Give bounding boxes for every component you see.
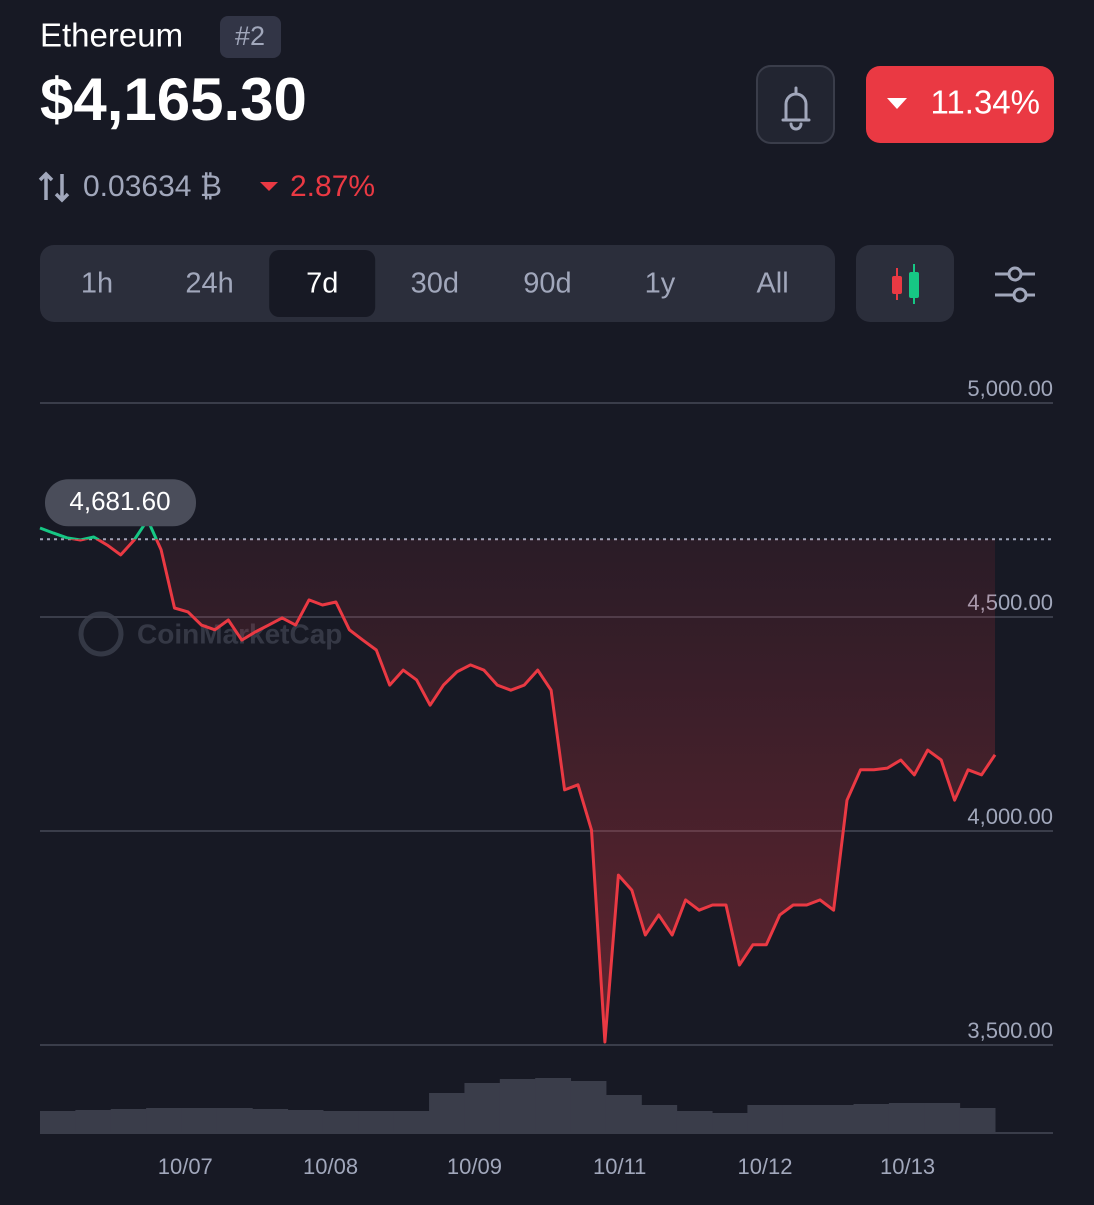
y-tick-label: 3,500.00 — [967, 1018, 1053, 1043]
down-icon — [260, 182, 278, 191]
candle-icon — [892, 264, 919, 304]
btc-change: 2.87% — [290, 170, 375, 203]
down-icon — [887, 98, 907, 109]
volume-bar — [216, 1108, 253, 1133]
volume-bar — [605, 1095, 642, 1133]
x-tick-label: 10/13 — [880, 1154, 935, 1179]
volume-bar — [959, 1108, 996, 1133]
rank-badge — [220, 16, 281, 58]
x-tick-label: 10/12 — [737, 1154, 792, 1179]
change-badge — [866, 66, 1054, 143]
volume-bar — [888, 1103, 925, 1133]
tab[interactable]: 90d — [523, 268, 571, 300]
price: $4,165.30 — [40, 66, 307, 133]
settings-icon[interactable] — [995, 266, 1035, 303]
tab[interactable]: 24h — [185, 268, 233, 300]
tab[interactable]: 1h — [81, 268, 113, 300]
btc-price: 0.03634 ₿ — [83, 170, 222, 203]
volume-bar — [287, 1110, 324, 1133]
x-tick-label: 10/09 — [447, 1154, 502, 1179]
reference-label: 4,681.60 — [69, 486, 170, 516]
volume-bar — [676, 1111, 713, 1133]
active-tab — [269, 250, 376, 317]
volume-bar — [322, 1111, 359, 1133]
volume-bar — [535, 1078, 572, 1133]
volume-bar — [853, 1104, 890, 1133]
volume-bar — [75, 1110, 112, 1133]
tab[interactable]: 1y — [645, 268, 676, 300]
volume-bar — [499, 1079, 536, 1133]
alert-button[interactable] — [756, 65, 835, 144]
tab[interactable]: 7d — [306, 268, 338, 300]
area — [75, 539, 995, 1042]
tab[interactable]: All — [756, 268, 788, 300]
y-tick-label: 5,000.00 — [967, 376, 1053, 401]
tab-bar — [40, 245, 835, 322]
x-tick-label: 10/11 — [593, 1154, 646, 1179]
volume-bar — [782, 1105, 819, 1133]
change: 11.34% — [931, 84, 1040, 121]
volume-bar — [818, 1105, 855, 1133]
reference-pill — [45, 479, 196, 527]
y-tick-label: 4,000.00 — [967, 804, 1053, 829]
volume-bar — [40, 1111, 76, 1133]
candle-button[interactable] — [856, 245, 954, 322]
volume-bar — [252, 1109, 289, 1133]
volume-bar — [464, 1083, 501, 1133]
coin-name: Ethereum — [40, 17, 183, 54]
x-tick-label: 10/08 — [303, 1154, 358, 1179]
volume-bar — [570, 1081, 607, 1133]
volume-bar — [358, 1111, 395, 1133]
volume-bar — [393, 1111, 430, 1133]
volume-bar — [712, 1113, 748, 1133]
volume-bar — [747, 1105, 784, 1133]
volume-bar — [146, 1108, 182, 1133]
bell-icon — [781, 86, 811, 131]
tab[interactable]: 30d — [411, 268, 459, 300]
swap-icon — [38, 171, 70, 203]
volume-bar — [181, 1108, 218, 1133]
rank: #2 — [235, 21, 265, 51]
volume-bar — [110, 1109, 147, 1133]
volume-bar — [924, 1103, 961, 1133]
volume-bar — [641, 1105, 678, 1133]
volume-bar — [429, 1093, 465, 1133]
price-line-down — [66, 539, 997, 1044]
x-tick-label: 10/07 — [158, 1154, 213, 1179]
